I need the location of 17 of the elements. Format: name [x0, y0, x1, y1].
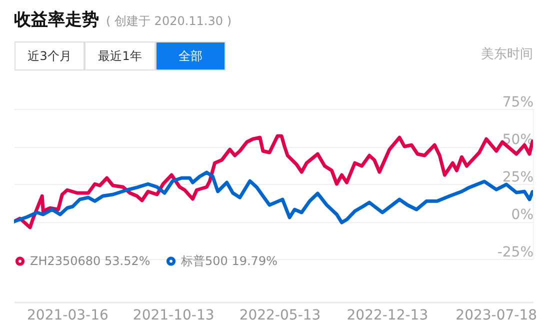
- y-tick-label: 75%: [502, 94, 534, 110]
- x-tick-label: 2021-10-13: [132, 308, 214, 320]
- legend-label: ZH2350680 53.52%: [30, 254, 150, 268]
- legend-label: 标普500 19.79%: [180, 254, 278, 268]
- x-tick-label: 2023-07-18: [456, 308, 538, 320]
- text: 美东时间: [481, 46, 533, 62]
- chart-title: 收益率走势: [14, 10, 99, 30]
- text: 最近1年: [98, 49, 142, 63]
- y-tick-label: 0%: [511, 207, 534, 223]
- x-tick-label: 2022-12-13: [346, 308, 428, 320]
- x-tick-label: 2021-03-16: [27, 308, 108, 320]
- y-tick-label: 25%: [502, 170, 534, 186]
- text: 全部: [178, 49, 202, 63]
- text: 近3个月: [28, 49, 72, 63]
- x-tick-label: 2022-05-13: [239, 308, 321, 320]
- y-tick-label: -25%: [497, 244, 534, 260]
- chart-subtitle: ( 创建于 2020.11.30 ): [106, 14, 232, 28]
